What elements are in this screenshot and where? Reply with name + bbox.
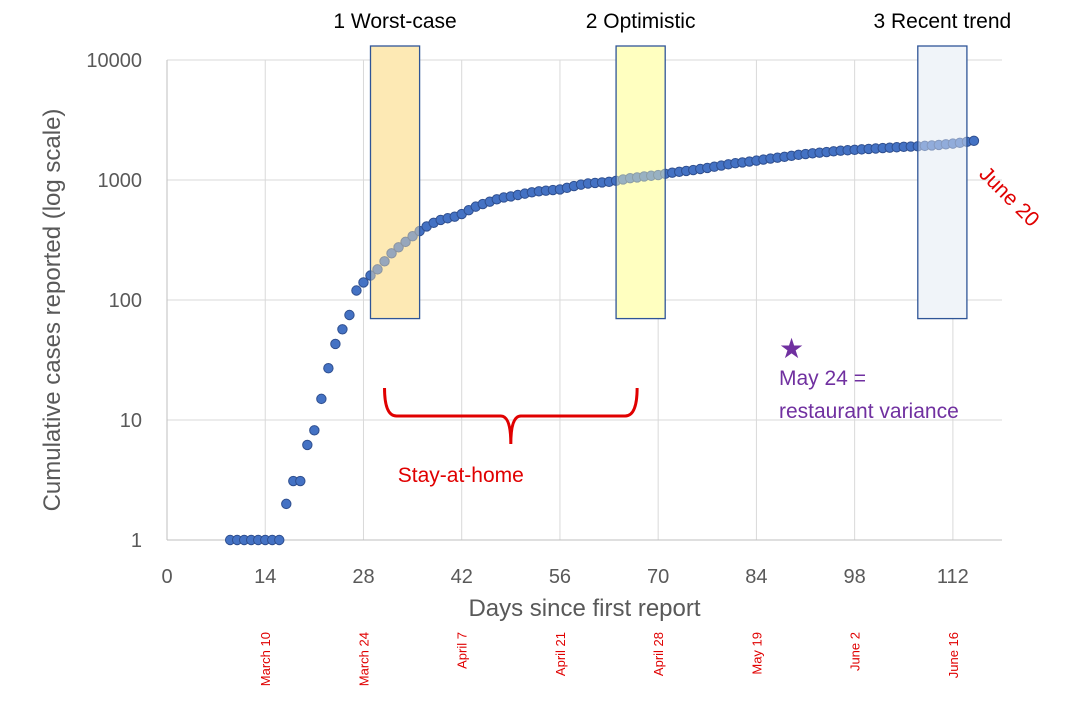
- data-point: [281, 498, 292, 510]
- data-point: [316, 393, 327, 405]
- labels: 0 14 28 42 56 70 84 98 112 1 10 100 1000 10000 Days si…: [39, 10, 1011, 686]
- y-tick-label: 10000: [86, 50, 142, 72]
- data-point: [393, 242, 404, 253]
- restaurant-label-line1: May 24 =: [779, 367, 866, 390]
- data-point: [274, 534, 285, 546]
- data-point: [323, 363, 334, 374]
- y-tick-label: 10: [120, 410, 142, 432]
- scenario-window-outline-1: [369, 45, 421, 320]
- x-tick-label: 56: [549, 566, 571, 588]
- date-label: March 10: [258, 632, 273, 686]
- scenario-window-label-3: 3 Recent trend: [873, 10, 1011, 33]
- date-label: May 19: [749, 632, 764, 675]
- axes: [166, 60, 1002, 541]
- data-point: [302, 439, 313, 451]
- data-point: [968, 135, 980, 147]
- scenario-window-outline-3: [917, 45, 968, 320]
- data-point: [295, 475, 306, 487]
- stay-at-home-brace: [383, 387, 639, 445]
- data-point: [330, 338, 341, 350]
- x-tick-label: 70: [647, 566, 669, 588]
- date-label: March 24: [356, 632, 371, 686]
- scenario-window-label-2: 2 Optimistic: [586, 10, 696, 33]
- star-icon: ★: [779, 332, 804, 365]
- y-tick-label: 100: [109, 290, 142, 312]
- data-point: [400, 236, 411, 248]
- y-tick-label: 1: [131, 530, 142, 552]
- scenario-windows: [370, 46, 967, 319]
- data-point: [351, 285, 362, 296]
- stay-at-home-label: Stay-at-home: [398, 464, 524, 487]
- gridlines: [167, 59, 1002, 541]
- data-point: [344, 309, 355, 321]
- y-axis-title: Cumulative cases reported (log scale): [39, 109, 66, 512]
- data-point: [309, 425, 320, 436]
- end-date-label: June 20: [974, 162, 1043, 231]
- x-tick-label: 14: [254, 566, 276, 588]
- date-label: June 2: [848, 632, 863, 671]
- scenario-window-outlines: [369, 45, 968, 320]
- date-label: June 16: [946, 632, 961, 678]
- scenario-window-outline-2: [615, 45, 666, 320]
- x-tick-label: 112: [937, 566, 969, 588]
- scenario-window-3: [917, 46, 967, 319]
- data-point: [372, 264, 383, 275]
- x-tick-label: 42: [451, 566, 473, 588]
- date-label: April 21: [553, 632, 568, 676]
- x-axis-title: Days since first report: [468, 595, 700, 622]
- x-tick-label: 0: [161, 566, 172, 588]
- scenario-window-label-1: 1 Worst-case: [333, 10, 456, 33]
- x-tick-label: 28: [352, 566, 374, 588]
- x-tick-label: 98: [844, 566, 866, 588]
- data-point: [358, 277, 369, 288]
- data-point: [379, 256, 390, 267]
- data-point: [386, 248, 397, 259]
- date-label: April 28: [651, 632, 666, 676]
- date-label: April 7: [455, 632, 470, 669]
- y-tick-label: 1000: [98, 170, 143, 192]
- data-points: [224, 135, 980, 546]
- x-tick-label: 84: [745, 566, 767, 588]
- data-point: [407, 231, 418, 242]
- restaurant-label-line2: restaurant variance: [779, 400, 959, 423]
- data-point: [337, 324, 348, 335]
